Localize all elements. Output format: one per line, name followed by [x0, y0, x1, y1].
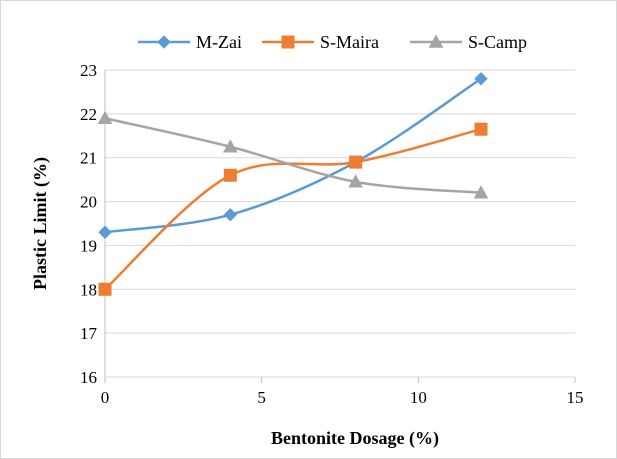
x-axis-title: Bentonite Dosage (%) [271, 428, 439, 449]
data-point-s-camp [97, 110, 113, 124]
data-point-m-zai [98, 225, 112, 239]
data-point-s-maira [223, 168, 237, 182]
series-line-s-maira [104, 127, 482, 291]
y-tick-label: 19 [80, 236, 97, 255]
data-point-m-zai [223, 208, 238, 222]
x-tick-label: 0 [101, 388, 110, 407]
x-tick-label: 5 [257, 388, 266, 407]
y-tick-label: 17 [80, 324, 98, 343]
y-axis-title: Plastic Limit (%) [30, 157, 51, 290]
y-tick-label: 18 [80, 280, 97, 299]
y-tick-label: 21 [80, 149, 97, 168]
x-tick-label: 15 [567, 388, 584, 407]
y-tick-label: 22 [80, 105, 97, 124]
data-point-s-maira [474, 122, 488, 136]
data-point-m-zai [474, 72, 488, 86]
data-point-s-maira [349, 155, 363, 169]
legend-label-m-zai: M-Zai [196, 32, 242, 52]
legend-label-s-maira: S-Maira [320, 32, 379, 52]
legend-marker-m-zai [157, 35, 171, 49]
legend-marker-s-camp [428, 34, 444, 48]
series-line-s-camp [104, 117, 482, 195]
y-tick-label: 20 [80, 193, 97, 212]
data-point-s-camp [473, 185, 489, 199]
y-tick-label: 16 [80, 368, 97, 387]
data-point-s-camp [222, 139, 238, 153]
data-point-s-camp [348, 174, 364, 188]
data-point-s-maira [98, 282, 112, 296]
y-tick-label: 23 [80, 61, 97, 80]
series-line-m-zai [104, 77, 482, 234]
x-tick-label: 10 [410, 388, 427, 407]
legend-label-s-camp: S-Camp [468, 32, 527, 52]
legend-marker-s-maira [281, 35, 295, 49]
